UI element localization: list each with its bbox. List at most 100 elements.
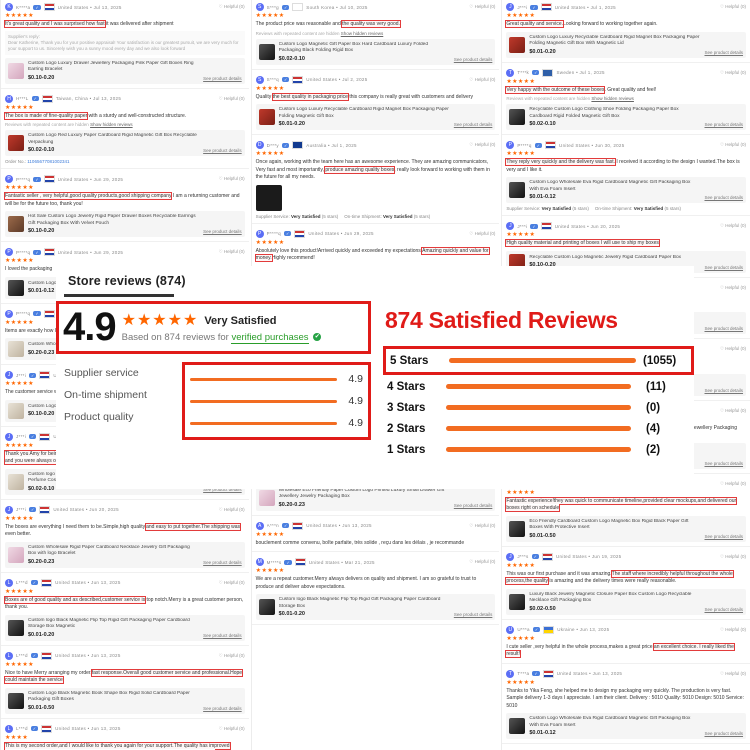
review-card[interactable]: M M****s ✓ United States • Mar 21, 2025 ♡ He… bbox=[251, 555, 500, 625]
store-reviews-summary-overlay: Store reviews (874) 4.9 ★★★★★ Very Satis… bbox=[56, 266, 694, 489]
review-card[interactable]: P P****q ✓ United States • Jun 29, 2025 ♡ He… bbox=[1, 172, 249, 242]
verified-purchases-link[interactable]: verified purchases bbox=[231, 332, 309, 344]
order-number-value[interactable]: 11065677081002341 bbox=[27, 159, 70, 164]
product-card[interactable]: Luxury Black Jewelry Magnetic Closure Pa… bbox=[506, 588, 747, 615]
metric-row: 4.9 bbox=[190, 368, 363, 390]
see-product-details-link[interactable]: See product details bbox=[704, 264, 744, 270]
see-product-details-link[interactable]: See product details bbox=[453, 56, 493, 62]
metric-label: Product quality bbox=[64, 411, 134, 423]
verified-badge: ✓ bbox=[532, 70, 540, 75]
product-card[interactable]: Custom logo Black Magnetic Flip Top Rigi… bbox=[5, 614, 245, 641]
overall-stars-icon: ★★★★★ bbox=[121, 312, 199, 329]
product-card[interactable]: Custom Wholesale Rigid Paper Cardboard N… bbox=[5, 541, 245, 568]
review-card[interactable]: T T***a ✓ United States • Jun 13, 2025 ♡ Hel… bbox=[502, 666, 750, 744]
country-flag-icon bbox=[39, 505, 51, 514]
product-card[interactable]: Custom Logo Magnetic Gift Paper Box Hard… bbox=[255, 38, 496, 65]
product-price: $0.01-0.12 bbox=[28, 288, 55, 295]
product-thumbnail bbox=[509, 520, 526, 537]
review-card[interactable]: J J***i ✓ United States • Jul 1, 2025 ♡ Help… bbox=[502, 0, 750, 63]
star-distribution-row[interactable]: 5 Stars (1055) bbox=[383, 346, 694, 375]
service-metric-bars: 4.9 4.9 4.9 bbox=[182, 362, 371, 440]
review-card[interactable]: P P****q ✓ United States • Jun 30, 2025 ♡ He… bbox=[502, 138, 750, 216]
reviewer-name: K****a bbox=[16, 4, 31, 10]
star-distribution-row[interactable]: 1 Stars (2) bbox=[383, 439, 694, 460]
star-distribution-row[interactable]: 4 Stars (11) bbox=[383, 376, 694, 397]
product-card[interactable]: Custom Logo Wholesale Eva Rigid Cardboar… bbox=[506, 177, 747, 203]
show-hidden-reviews-link[interactable]: Show hidden reviews bbox=[340, 30, 384, 36]
review-card[interactable]: JJ***s✓United States • Jun 19, 2025♡ Hel… bbox=[502, 476, 750, 547]
review-card[interactable]: S S***q ✓ United States • Jul 2, 2025 ♡ Help… bbox=[251, 72, 500, 135]
review-stars-icon: ★★★★★ bbox=[5, 319, 34, 326]
product-card[interactable]: Custom Logo Luxury Recyclable Cardboard … bbox=[255, 104, 496, 130]
review-text-plain: Highly recommend! bbox=[271, 255, 315, 261]
review-card[interactable]: A A***n ✓ United States • Jun 13, 2025 ♡ Hel… bbox=[251, 518, 500, 552]
star-distribution-row[interactable]: 2 Stars (4) bbox=[383, 418, 694, 439]
product-thumbnail bbox=[8, 546, 24, 563]
see-product-details-link[interactable]: See product details bbox=[453, 122, 493, 127]
country-flag-icon bbox=[41, 578, 53, 587]
review-card[interactable]: U U***a ✓ Ukraine • Jun 13, 2025 ♡ Helpful (… bbox=[502, 622, 750, 664]
review-stars-icon: ★★★★★ bbox=[5, 442, 34, 449]
product-card[interactable]: Custom logo Black Magnetic Flip Top Rigi… bbox=[255, 594, 496, 620]
based-on-text: Based on 874 reviews for bbox=[121, 332, 229, 343]
avatar: P bbox=[5, 309, 13, 318]
see-product-details-link[interactable]: See product details bbox=[704, 533, 744, 539]
review-header: S S***q ✓ United States • Jul 2, 2025 ♡ Help… bbox=[255, 75, 495, 84]
see-product-details-link[interactable]: See product details bbox=[704, 195, 744, 200]
see-product-details-link[interactable]: See product details bbox=[453, 502, 493, 508]
reviewer-name: T***a bbox=[517, 671, 530, 676]
product-card[interactable]: Eco Friendly Cardboard Custom Logo Magne… bbox=[506, 515, 747, 542]
product-card[interactable]: Custom Logo Luxury Drawer Jewellery Pack… bbox=[5, 57, 245, 84]
review-card[interactable]: H H***L ✓ Taiwan, China • Jul 13, 2025 ♡ Hel… bbox=[1, 91, 249, 169]
see-product-details-link[interactable]: See product details bbox=[453, 612, 493, 617]
see-product-details-link[interactable]: See product details bbox=[203, 705, 242, 711]
review-card[interactable]: D D***y ✓ Australia • Jul 1, 2025 ♡ Helpful … bbox=[251, 138, 500, 224]
see-product-details-link[interactable]: See product details bbox=[203, 559, 242, 565]
see-product-details-link[interactable]: See product details bbox=[704, 460, 744, 466]
product-thumbnail bbox=[258, 599, 275, 615]
country-flag-icon bbox=[39, 432, 51, 441]
avatar: P bbox=[506, 141, 515, 149]
review-card[interactable]: S S***g ✓ South Korea • Jul 10, 2025 ♡ Helpf… bbox=[251, 0, 500, 70]
reviewer-name: P****q bbox=[266, 231, 281, 236]
see-product-details-link[interactable]: See product details bbox=[203, 486, 242, 492]
review-card[interactable]: K K****a ✓ United States • Jul 13, 2025 ♡ He… bbox=[1, 0, 249, 89]
see-product-details-link[interactable]: See product details bbox=[704, 606, 744, 612]
see-product-details-link[interactable]: See product details bbox=[203, 632, 242, 638]
see-product-details-link[interactable]: See product details bbox=[704, 49, 744, 55]
see-product-details-link[interactable]: See product details bbox=[704, 731, 744, 736]
show-hidden-reviews-link[interactable]: Show hidden reviews bbox=[591, 96, 634, 101]
see-product-details-link[interactable]: See product details bbox=[203, 148, 242, 153]
show-hidden-reviews-link[interactable]: Show hidden reviews bbox=[90, 122, 133, 127]
product-card[interactable]: Custom Logo Red Luxury Paper Cardboard R… bbox=[5, 130, 245, 156]
see-product-details-link[interactable]: See product details bbox=[704, 122, 744, 127]
product-card[interactable]: Custom Logo Black Magnetic Book Shape Bo… bbox=[5, 687, 245, 714]
see-product-details-link[interactable]: See product details bbox=[203, 75, 242, 81]
avatar: T bbox=[506, 68, 515, 77]
star-distribution-row[interactable]: 3 Stars (0) bbox=[383, 397, 694, 418]
reviewer-name: T***k bbox=[517, 70, 530, 75]
metric-bar bbox=[190, 377, 337, 381]
review-card[interactable]: LL***d✓United States • Jun 13, 2025♡ Hel… bbox=[502, 747, 750, 750]
verified-badge: ✓ bbox=[33, 176, 41, 182]
see-product-details-link[interactable]: See product details bbox=[203, 229, 242, 234]
product-card[interactable]: Hot Sale Custom Logo Jewelry Rigid Paper… bbox=[5, 211, 245, 237]
review-text-highlight: the quality was very good. bbox=[340, 19, 402, 29]
product-card[interactable]: Recyclable Custom Logo Clothing Shoe Fol… bbox=[506, 104, 747, 130]
reviewer-name: S***g bbox=[266, 4, 279, 10]
review-photo[interactable] bbox=[255, 184, 282, 211]
product-price: $0.01-0.12 bbox=[529, 194, 556, 200]
see-product-details-link[interactable]: See product details bbox=[704, 387, 744, 393]
product-thumbnail bbox=[8, 692, 24, 709]
see-product-details-link[interactable]: See product details bbox=[704, 326, 744, 331]
review-card[interactable]: T T***k ✓ Sweden • Jul 1, 2025 ♡ Helpful (0)… bbox=[502, 65, 750, 135]
review-text-plain: is amazing and the delivery times were r… bbox=[548, 578, 677, 584]
product-card[interactable]: Custom Logo Luxury Recyclable Cardboard … bbox=[506, 31, 747, 58]
country-flag-icon bbox=[43, 175, 55, 183]
product-card[interactable]: Custom Logo Wholesale Eva Rigid Cardboar… bbox=[506, 713, 747, 739]
